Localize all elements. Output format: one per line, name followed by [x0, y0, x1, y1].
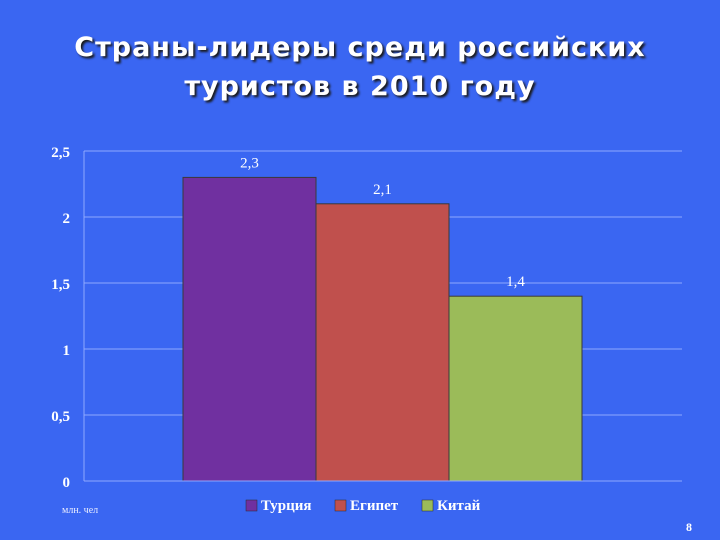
y-tick-label: 2,5	[51, 145, 70, 161]
y-tick-label: 0	[63, 475, 71, 491]
page-number: 8	[686, 520, 692, 534]
data-label: 1,4	[506, 274, 525, 290]
y-tick-label: 0,5	[51, 409, 70, 425]
y-tick-label: 1,5	[51, 277, 70, 293]
legend-label: Египет	[350, 498, 399, 514]
bar-1	[182, 176, 317, 482]
legend-swatch	[245, 499, 258, 512]
y-tick-label: 2	[63, 211, 71, 227]
data-label: 2,1	[373, 182, 392, 198]
bar-2	[315, 203, 450, 482]
bar-3	[448, 295, 583, 482]
slide-title-line-2: туристов в 2010 году	[184, 71, 536, 102]
legend-label: Китай	[437, 498, 481, 514]
data-label: 2,3	[240, 155, 259, 171]
y-tick-label: 1	[63, 343, 71, 359]
slide-title: Страны-лидеры среди российских туристов …	[0, 28, 720, 106]
unit-note: млн. чел	[62, 505, 99, 516]
slide-title-line-1: Страны-лидеры среди российских	[74, 32, 646, 63]
legend-swatch	[421, 499, 434, 512]
legend-label: Турция	[261, 498, 312, 514]
legend-swatch	[334, 499, 347, 512]
